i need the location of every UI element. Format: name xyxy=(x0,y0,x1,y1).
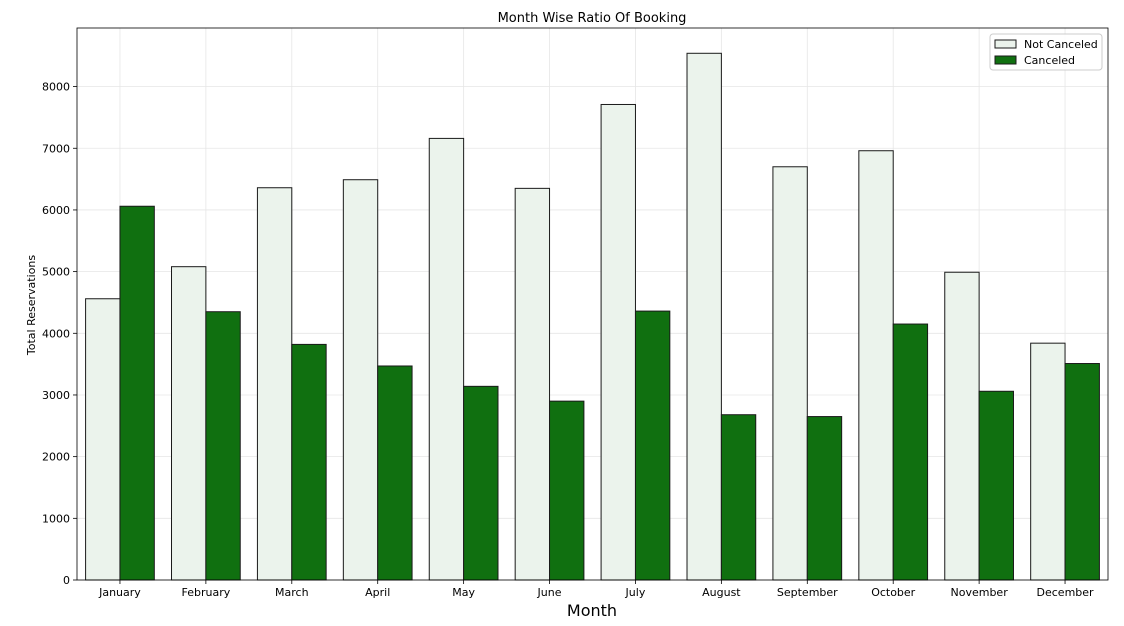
x-tick-label: May xyxy=(452,586,475,599)
legend-swatch xyxy=(994,39,1017,49)
y-tick-label: 3000 xyxy=(42,389,70,402)
x-tick-label: March xyxy=(275,586,309,599)
bar-canceled-october xyxy=(892,323,929,581)
bar-canceled-july xyxy=(634,310,671,581)
bar-canceled-january xyxy=(119,205,155,581)
x-tick-label: July xyxy=(625,586,646,599)
legend-label: Canceled xyxy=(1024,54,1075,67)
bar-canceled-november xyxy=(978,390,1014,581)
legend-box xyxy=(989,33,1103,71)
bar-canceled-march xyxy=(291,343,327,581)
bar-canceled-june xyxy=(549,400,585,581)
x-tick-label: June xyxy=(537,586,562,599)
bar-not-canceled-november xyxy=(944,271,980,581)
legend-label: Not Canceled xyxy=(1024,38,1098,51)
plot-area-frame xyxy=(76,27,1109,581)
x-axis-label: Month xyxy=(567,601,617,620)
bar-not-canceled-january xyxy=(85,298,121,581)
y-tick-label: 0 xyxy=(63,574,70,587)
bar-not-canceled-december xyxy=(1030,342,1066,581)
x-tick-label: September xyxy=(777,586,838,599)
y-axis-ticks: 0 1000 2000 3000 4000 5000 6000 7000 8000 xyxy=(42,81,77,587)
legend-swatch xyxy=(994,55,1017,65)
bar-canceled-september xyxy=(806,416,843,581)
bar-not-canceled-july xyxy=(600,103,636,581)
bar-canceled-february xyxy=(205,311,241,581)
chart-title: Month Wise Ratio Of Booking xyxy=(498,11,687,26)
bar-canceled-december xyxy=(1064,363,1100,581)
y-tick-label: 2000 xyxy=(42,451,70,464)
bar-not-canceled-february xyxy=(171,266,207,581)
bar-not-canceled-march xyxy=(256,187,293,581)
y-tick-label: 1000 xyxy=(42,512,70,525)
x-tick-label: October xyxy=(871,586,915,599)
x-tick-label: April xyxy=(365,586,390,599)
bar-not-canceled-august xyxy=(686,52,722,581)
bar-canceled-august xyxy=(720,414,757,581)
x-axis-ticks: January February March April May June July Augu… xyxy=(98,580,1094,599)
y-axis-label: Total Reservations xyxy=(25,255,38,356)
bar-canceled-may xyxy=(463,385,499,581)
bar-not-canceled-september xyxy=(772,166,808,581)
bar-not-canceled-june xyxy=(514,187,551,581)
bar-not-canceled-april xyxy=(342,179,379,581)
x-tick-label: February xyxy=(182,586,231,599)
y-tick-label: 7000 xyxy=(42,142,70,155)
y-tick-label: 6000 xyxy=(42,204,70,217)
bar-not-canceled-may xyxy=(428,137,465,581)
bar-not-canceled-october xyxy=(858,150,894,581)
x-tick-label: November xyxy=(951,586,1009,599)
y-tick-label: 4000 xyxy=(42,327,70,340)
y-tick-label: 5000 xyxy=(42,266,70,279)
y-tick-label: 8000 xyxy=(42,81,70,94)
bar-canceled-april xyxy=(377,365,413,581)
bars-group xyxy=(85,52,1100,581)
x-tick-label: January xyxy=(98,586,141,599)
x-tick-label: August xyxy=(702,586,741,599)
x-tick-label: December xyxy=(1037,586,1095,599)
legend: Not Canceled Canceled xyxy=(989,33,1103,71)
